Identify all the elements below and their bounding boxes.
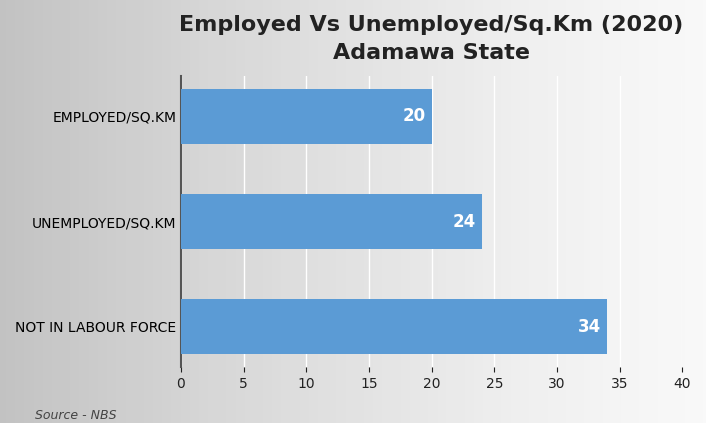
Bar	[181, 89, 431, 144]
Title: Employed Vs Unemployed/Sq.Km (2020)
Adamawa State: Employed Vs Unemployed/Sq.Km (2020) Adam…	[179, 15, 683, 63]
Text: 24: 24	[453, 212, 475, 231]
Bar	[181, 299, 607, 354]
Text: 34: 34	[578, 318, 601, 336]
Text: Source - NBS: Source - NBS	[35, 409, 116, 422]
Text: 20: 20	[402, 107, 425, 125]
Bar	[181, 194, 481, 249]
